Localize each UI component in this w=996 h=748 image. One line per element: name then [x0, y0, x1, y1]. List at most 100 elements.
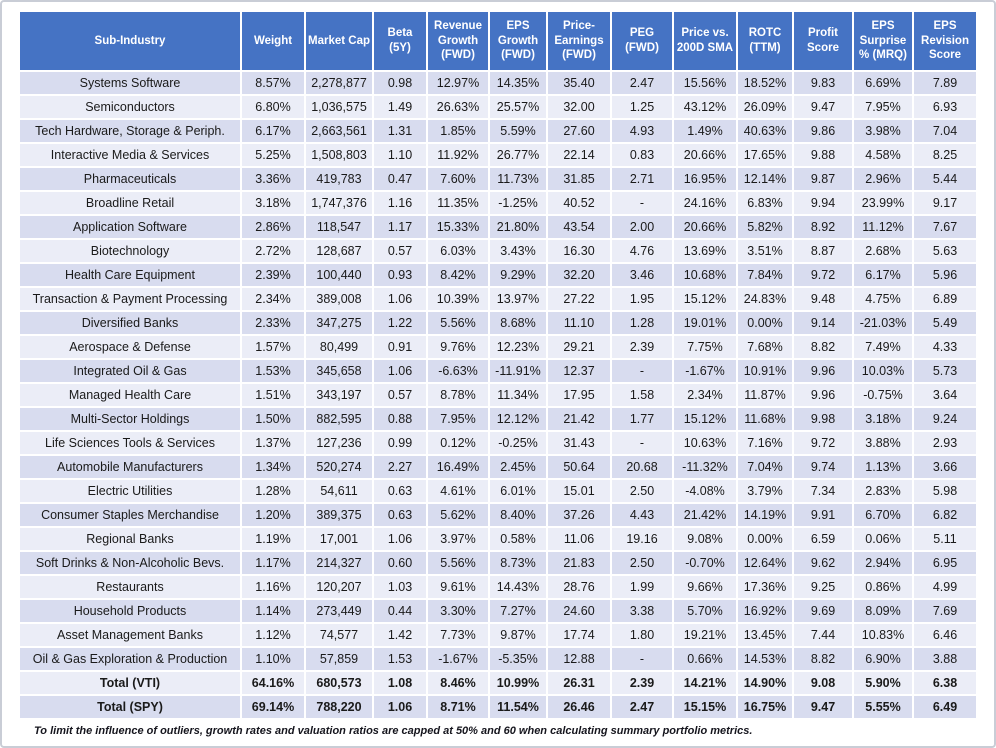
value-cell: 9.25 — [794, 576, 852, 598]
value-cell: 9.47 — [794, 96, 852, 118]
value-cell: 32.00 — [548, 96, 610, 118]
value-cell: 69.14% — [242, 696, 304, 718]
value-cell: 7.95% — [428, 408, 488, 430]
table-row: Electric Utilities 1.28% 54,611 0.63 4.61% 6.… — [20, 480, 976, 502]
value-cell: 0.60 — [374, 552, 426, 574]
value-cell: 28.76 — [548, 576, 610, 598]
sub-industry-cell: Broadline Retail — [20, 192, 240, 214]
value-cell: 4.58% — [854, 144, 912, 166]
value-cell: -11.91% — [490, 360, 546, 382]
value-cell: 7.68% — [738, 336, 792, 358]
value-cell: 24.16% — [674, 192, 736, 214]
value-cell: 1.17% — [242, 552, 304, 574]
sub-industry-cell: Consumer Staples Merchandise — [20, 504, 240, 526]
value-cell: 680,573 — [306, 672, 372, 694]
value-cell: 9.08 — [794, 672, 852, 694]
value-cell: 11.35% — [428, 192, 488, 214]
value-cell: 2.45% — [490, 456, 546, 478]
table-row: Life Sciences Tools & Services 1.37% 127,2… — [20, 432, 976, 454]
value-cell: 17.74 — [548, 624, 610, 646]
value-cell: 0.00% — [738, 528, 792, 550]
value-cell: 9.48 — [794, 288, 852, 310]
value-cell: 8.09% — [854, 600, 912, 622]
value-cell: 16.30 — [548, 240, 610, 262]
value-cell: 10.83% — [854, 624, 912, 646]
value-cell: 2.34% — [674, 384, 736, 406]
value-cell: 389,375 — [306, 504, 372, 526]
value-cell: 0.12% — [428, 432, 488, 454]
value-cell: 3.38 — [612, 600, 672, 622]
value-cell: 15.01 — [548, 480, 610, 502]
value-cell: 1.10% — [242, 648, 304, 670]
value-cell: 3.66 — [914, 456, 976, 478]
value-cell: 3.97% — [428, 528, 488, 550]
value-cell: 3.43% — [490, 240, 546, 262]
value-cell: 7.04% — [738, 456, 792, 478]
value-cell: 2.39 — [612, 336, 672, 358]
value-cell: 214,327 — [306, 552, 372, 574]
value-cell: 26.09% — [738, 96, 792, 118]
value-cell: 35.40 — [548, 72, 610, 94]
value-cell: 19.01% — [674, 312, 736, 334]
table-body: Systems Software 8.57% 2,278,877 0.98 12.97%… — [20, 72, 976, 718]
sub-industry-cell: Biotechnology — [20, 240, 240, 262]
value-cell: 5.70% — [674, 600, 736, 622]
value-cell: 1.03 — [374, 576, 426, 598]
value-cell: -5.35% — [490, 648, 546, 670]
value-cell: 8.87 — [794, 240, 852, 262]
value-cell: 25.57% — [490, 96, 546, 118]
value-cell: 6.70% — [854, 504, 912, 526]
value-cell: 20.66% — [674, 216, 736, 238]
value-cell: 1,508,803 — [306, 144, 372, 166]
value-cell: 5.56% — [428, 312, 488, 334]
value-cell: - — [612, 360, 672, 382]
value-cell: 8.71% — [428, 696, 488, 718]
value-cell: 13.45% — [738, 624, 792, 646]
value-cell: 12.23% — [490, 336, 546, 358]
value-cell: 14.43% — [490, 576, 546, 598]
value-cell: 5.59% — [490, 120, 546, 142]
value-cell: 1.51% — [242, 384, 304, 406]
table-row: Application Software 2.86% 118,547 1.17 15.3… — [20, 216, 976, 238]
column-header: EPS Revision Score — [914, 12, 976, 70]
value-cell: 3.18% — [242, 192, 304, 214]
table-row: Health Care Equipment 2.39% 100,440 0.93 8.4… — [20, 264, 976, 286]
value-cell: 57,859 — [306, 648, 372, 670]
value-cell: -1.67% — [428, 648, 488, 670]
value-cell: 18.52% — [738, 72, 792, 94]
value-cell: 0.98 — [374, 72, 426, 94]
value-cell: 16.92% — [738, 600, 792, 622]
value-cell: 15.12% — [674, 408, 736, 430]
sub-industry-cell: Interactive Media & Services — [20, 144, 240, 166]
value-cell: 5.44 — [914, 168, 976, 190]
sub-industry-cell: Total (VTI) — [20, 672, 240, 694]
table-row: Tech Hardware, Storage & Periph. 6.17% 2,6… — [20, 120, 976, 142]
value-cell: 1.17 — [374, 216, 426, 238]
value-cell: 11.54% — [490, 696, 546, 718]
value-cell: 14.90% — [738, 672, 792, 694]
value-cell: 1.14% — [242, 600, 304, 622]
value-cell: 2.93 — [914, 432, 976, 454]
value-cell: 50.64 — [548, 456, 610, 478]
value-cell: 43.54 — [548, 216, 610, 238]
value-cell: 5.11 — [914, 528, 976, 550]
value-cell: 0.99 — [374, 432, 426, 454]
value-cell: 4.75% — [854, 288, 912, 310]
column-header: Revenue Growth (FWD) — [428, 12, 488, 70]
value-cell: 11.10 — [548, 312, 610, 334]
value-cell: 3.64 — [914, 384, 976, 406]
value-cell: 8.25 — [914, 144, 976, 166]
value-cell: 3.30% — [428, 600, 488, 622]
value-cell: 2.50 — [612, 552, 672, 574]
value-cell: 11.73% — [490, 168, 546, 190]
value-cell: 1.49 — [374, 96, 426, 118]
value-cell: 19.16 — [612, 528, 672, 550]
metrics-table: Sub-Industry Weight Market Cap Beta (5Y) Rev… — [18, 10, 978, 720]
value-cell: 1.34% — [242, 456, 304, 478]
sub-industry-cell: Regional Banks — [20, 528, 240, 550]
value-cell: 9.87% — [490, 624, 546, 646]
value-cell: 10.99% — [490, 672, 546, 694]
value-cell: 9.14 — [794, 312, 852, 334]
value-cell: 127,236 — [306, 432, 372, 454]
value-cell: 5.49 — [914, 312, 976, 334]
